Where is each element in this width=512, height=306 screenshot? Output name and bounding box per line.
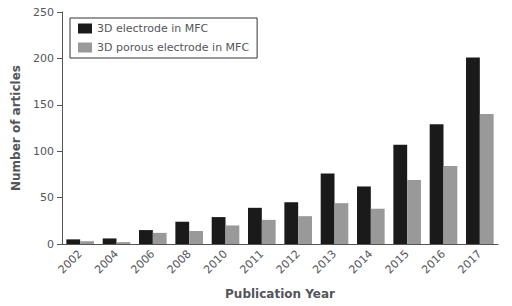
svg-text:2016: 2016 xyxy=(419,247,448,276)
svg-text:2006: 2006 xyxy=(128,247,157,276)
svg-text:100: 100 xyxy=(33,145,54,158)
svg-text:2011: 2011 xyxy=(237,247,266,276)
svg-text:2008: 2008 xyxy=(165,247,194,276)
svg-text:Publication Year: Publication Year xyxy=(225,287,335,301)
svg-text:3D electrode in MFC: 3D electrode in MFC xyxy=(97,22,209,35)
svg-text:200: 200 xyxy=(33,52,54,65)
svg-text:2013: 2013 xyxy=(310,247,339,276)
svg-text:2017: 2017 xyxy=(455,247,484,276)
svg-text:150: 150 xyxy=(33,98,54,111)
svg-text:2004: 2004 xyxy=(92,247,121,276)
svg-text:250: 250 xyxy=(33,6,54,19)
svg-text:0: 0 xyxy=(47,238,54,251)
svg-text:2014: 2014 xyxy=(346,247,375,276)
svg-text:2015: 2015 xyxy=(383,247,412,276)
svg-text:Number of articles: Number of articles xyxy=(9,65,23,191)
svg-text:50: 50 xyxy=(40,191,54,204)
svg-text:3D porous electrode in MFC: 3D porous electrode in MFC xyxy=(97,41,249,54)
svg-text:2010: 2010 xyxy=(201,247,230,276)
svg-text:2012: 2012 xyxy=(274,247,303,276)
svg-text:2002: 2002 xyxy=(56,247,85,276)
